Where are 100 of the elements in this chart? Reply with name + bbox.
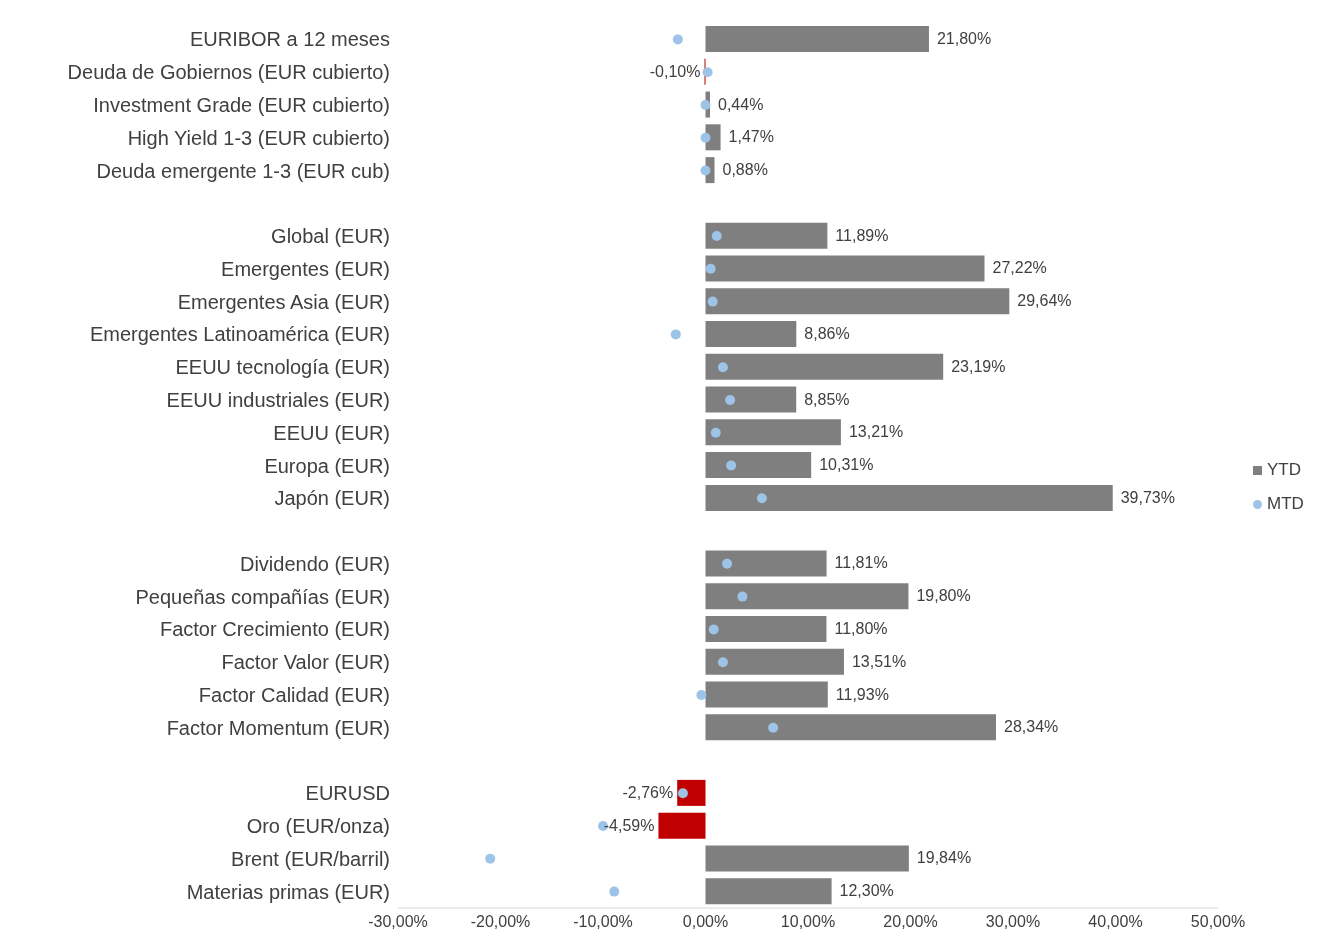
y-tick-label: EEUU (EUR) [273,421,390,444]
bar [705,550,827,577]
point [677,788,688,799]
legend-label: YTD [1267,460,1301,480]
bar [705,845,909,872]
data-label: 23,19% [951,357,1006,375]
bar [705,353,944,380]
data-label: 13,51% [851,652,907,670]
y-tick-label: Oro (EUR/onza) [246,815,390,838]
bar [705,124,721,151]
y-tick-label: EURUSD [305,782,390,805]
y-tick-label: Factor Momentum (EUR) [166,716,390,739]
bar [705,648,844,675]
point [708,624,719,635]
x-tick-label: 0,00% [682,913,729,931]
point [717,657,728,668]
point [700,165,711,176]
point [722,558,733,569]
y-tick-label: Dividendo (EUR) [239,552,390,575]
data-label: 28,34% [1003,718,1059,736]
data-label: 10,31% [819,456,874,474]
y-tick-label: Brent (EUR/barril) [231,847,390,870]
point [726,460,737,471]
data-label: 11,89% [835,226,889,244]
bar [705,386,797,413]
point [756,493,767,504]
point [768,722,779,733]
bar [705,222,828,249]
bar [705,681,828,708]
point [672,34,683,45]
y-tick-label: Pequeñas compañías (EUR) [135,585,390,608]
data-label: 0,44% [718,95,764,113]
bar [658,812,706,839]
point [700,99,711,110]
data-label: 11,81% [834,554,888,572]
y-tick-label: Factor Calidad (EUR) [198,684,390,707]
y-tick-label: Factor Crecimiento (EUR) [159,618,390,641]
bar [705,419,841,446]
point [737,591,748,602]
y-tick-label: Global (EUR) [271,225,390,248]
data-label: 8,86% [804,325,850,342]
x-tick-label: -30,00% [368,913,428,931]
bar [705,484,1113,511]
y-tick-label: Deuda emergente 1-3 (EUR cub) [96,159,390,182]
y-tick-label: Materias primas (EUR) [186,880,390,903]
bar [705,26,929,52]
legend-label: MTD [1267,494,1304,514]
point [707,296,718,307]
y-tick-label: EEUU tecnología (EUR) [175,356,390,379]
bar [705,452,812,479]
y-tick-label: Emergentes Asia (EUR) [177,290,390,313]
x-tick-label: -10,00% [573,913,633,931]
x-tick-label: -20,00% [470,913,531,931]
x-tick-label: 50,00% [1190,913,1246,931]
bar [705,288,1010,315]
data-label: 39,73% [1120,488,1175,506]
x-tick-label: 30,00% [985,913,1041,931]
y-tick-label: Deuda de Gobiernos (EUR cubierto) [67,61,390,84]
point [710,427,721,438]
data-label: -2,76% [622,783,674,801]
data-label: 21,80% [936,30,992,47]
data-label: 0,88% [722,161,768,179]
point [725,394,736,405]
y-tick-label: High Yield 1-3 (EUR cubierto) [127,126,390,149]
data-label: 8,85% [804,390,850,408]
point [700,132,711,143]
data-label: 13,21% [848,423,904,441]
data-label: -4,59% [603,816,655,834]
x-tick-label: 10,00% [780,913,836,931]
bar [705,321,797,347]
point [609,886,620,897]
data-label: 19,80% [916,587,971,605]
y-tick-label: EEUU industriales (EUR) [166,389,390,412]
point [670,329,681,340]
y-tick-label: Europa (EUR) [264,454,390,477]
point [705,263,716,274]
y-tick-label: EURIBOR a 12 meses [189,28,390,51]
point [711,231,722,242]
data-label: -0,10% [649,62,701,80]
y-tick-label: Investment Grade (EUR cubierto) [93,94,390,117]
bar [705,583,909,610]
x-tick-label: 20,00% [883,913,938,931]
data-label: 1,47% [728,128,774,146]
data-label: 11,80% [834,620,888,637]
point [702,67,713,78]
bar [705,255,985,282]
y-tick-label: Emergentes Latinoamérica (EUR) [89,323,390,346]
data-label: 19,84% [916,849,972,867]
y-tick-label: Emergentes (EUR) [221,257,390,280]
bar [705,714,996,741]
x-tick-label: 40,00% [1088,913,1143,931]
y-tick-label: Factor Valor (EUR) [221,651,390,674]
bar [705,616,827,642]
data-label: 29,64% [1017,292,1072,310]
point [696,689,707,700]
bar [705,878,832,905]
data-label: 11,93% [835,685,889,703]
point [717,362,728,373]
y-tick-label: Japón (EUR) [274,487,390,510]
data-label: 27,22% [992,259,1047,277]
